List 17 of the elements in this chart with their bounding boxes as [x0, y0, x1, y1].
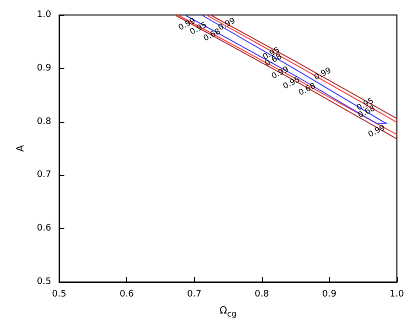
y-tick-label: 0.8: [36, 116, 52, 127]
y-tick-label: 0.5: [36, 277, 52, 287]
x-tick-label: 0.6: [120, 290, 134, 300]
x-tick-label: 0.5: [52, 290, 66, 300]
y-tick-label: 0.7: [36, 170, 52, 180]
y-tick-label: 0.9: [36, 63, 52, 74]
y-axis-title: A: [16, 144, 26, 152]
x-tick-label: 1.0: [390, 290, 404, 300]
annotation: 0.99: [312, 66, 333, 82]
y-tick-label: 0.6: [36, 224, 52, 234]
annotation: 0.99: [366, 122, 387, 139]
annotation: 0.99: [270, 64, 290, 81]
x-tick-label: 0.7: [187, 290, 202, 300]
x-tick-label: 0.8: [254, 290, 270, 300]
annotation: 0.68: [297, 81, 318, 98]
y-tick-label: 1.0: [36, 10, 52, 20]
x-tick-label: 0.9: [322, 290, 337, 300]
